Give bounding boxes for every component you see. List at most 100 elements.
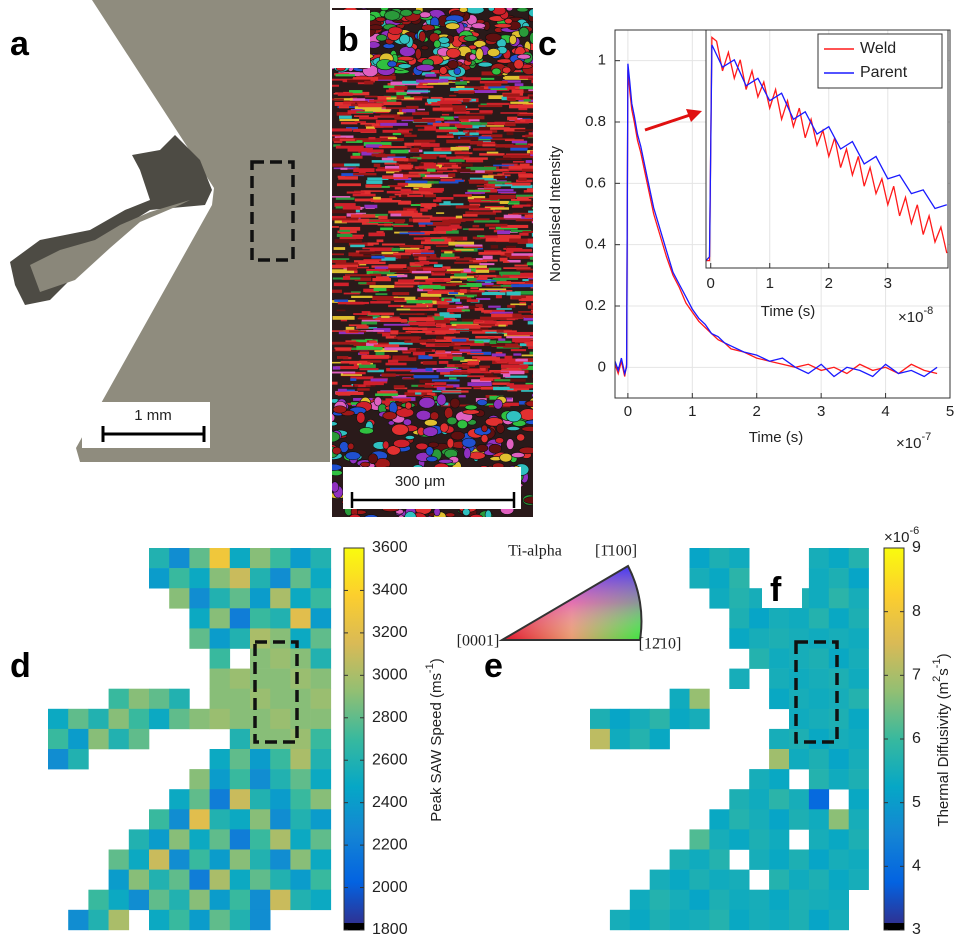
grain — [456, 387, 472, 390]
grain — [336, 183, 361, 187]
map-cell — [189, 809, 210, 830]
map-cell — [108, 869, 130, 890]
grain — [461, 318, 477, 323]
grain — [410, 148, 420, 153]
grain — [463, 447, 472, 460]
map-cell — [250, 708, 271, 730]
grain — [449, 283, 467, 286]
grain — [505, 375, 528, 378]
grain — [357, 317, 373, 320]
grain — [528, 346, 533, 349]
grain — [490, 88, 508, 90]
grain — [332, 421, 338, 427]
map-cell — [310, 668, 332, 689]
map-cell — [769, 909, 790, 931]
grain — [429, 411, 440, 421]
grain — [350, 270, 358, 274]
colorbar-tick-label: 6 — [912, 730, 921, 747]
map-cell — [229, 708, 251, 730]
grain — [361, 354, 390, 359]
grain — [469, 132, 479, 136]
grain — [348, 324, 367, 327]
map-cell — [848, 588, 869, 609]
grain — [454, 150, 462, 153]
grain — [393, 173, 403, 178]
map-cell — [68, 909, 89, 931]
map-cell — [828, 869, 849, 890]
grain — [473, 218, 490, 221]
grain — [516, 433, 526, 442]
grain — [431, 379, 460, 382]
map-cell — [229, 548, 251, 569]
map-cell — [310, 809, 332, 830]
grain — [441, 253, 455, 257]
grain — [361, 311, 371, 315]
grain — [474, 267, 489, 271]
grain — [518, 446, 533, 455]
grain — [413, 278, 435, 281]
scale-bar-label: 1 mm — [134, 407, 172, 424]
grain — [441, 166, 462, 169]
grain — [385, 398, 412, 401]
map-cell — [769, 628, 790, 649]
map-cell — [709, 849, 730, 870]
map-cell — [848, 789, 869, 810]
grain — [527, 305, 533, 309]
grain — [508, 281, 533, 284]
map-cell — [270, 728, 291, 750]
grain — [490, 138, 515, 141]
grain — [424, 203, 451, 206]
grain — [440, 178, 462, 182]
map-cell — [270, 849, 291, 870]
grain — [363, 381, 384, 386]
grain — [344, 389, 355, 392]
map-cell — [229, 668, 251, 689]
grain — [450, 146, 469, 151]
map-cell — [290, 728, 311, 750]
map-cell — [310, 688, 332, 710]
grain — [499, 200, 509, 204]
grain — [418, 256, 427, 261]
grain — [345, 340, 357, 343]
grain — [455, 205, 480, 209]
grain — [472, 224, 480, 228]
grain — [439, 289, 460, 294]
grain — [424, 205, 432, 210]
grain — [515, 194, 533, 198]
grain — [497, 230, 511, 235]
grain — [374, 124, 393, 128]
grain — [436, 226, 462, 229]
colorbar-tick-label: 9 — [912, 539, 921, 556]
grain — [380, 114, 400, 117]
label-box — [330, 10, 370, 68]
grain — [350, 291, 361, 294]
map-cell — [169, 849, 190, 870]
grain — [525, 160, 533, 164]
grain — [498, 200, 520, 204]
grain — [487, 337, 495, 339]
grain — [476, 444, 489, 453]
map-cell — [749, 829, 770, 850]
ipf-triangle-overlay — [498, 564, 643, 641]
grain — [523, 99, 531, 102]
grain — [425, 446, 434, 456]
grain — [455, 329, 483, 332]
grain — [343, 100, 368, 104]
grain — [332, 289, 342, 293]
grain — [418, 173, 425, 177]
grain — [448, 329, 460, 334]
grain — [476, 399, 488, 406]
grain — [379, 136, 396, 139]
grain — [428, 278, 453, 280]
map-cell — [149, 849, 170, 870]
grain — [532, 131, 533, 135]
grain — [526, 263, 533, 265]
grain — [349, 98, 366, 103]
grain — [504, 144, 531, 148]
map-cell — [769, 749, 790, 770]
grain — [499, 289, 513, 293]
grain — [460, 359, 481, 362]
colorbar-tick-label: 2400 — [372, 794, 408, 811]
grain — [373, 115, 398, 118]
grain — [454, 294, 477, 297]
